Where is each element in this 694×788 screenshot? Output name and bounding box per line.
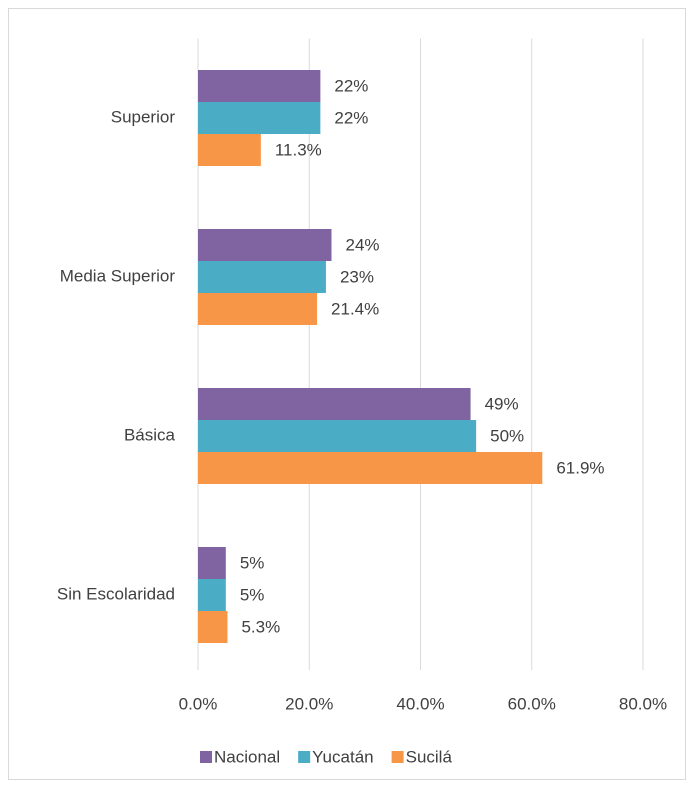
legend-swatch (391, 751, 404, 763)
legend-swatch (298, 751, 311, 763)
value-label: 22% (334, 76, 368, 95)
bar (198, 452, 543, 484)
value-label: 49% (485, 394, 519, 413)
category-label: Superior (111, 107, 176, 126)
value-label: 22% (334, 108, 368, 127)
bar (198, 547, 226, 579)
bar (198, 134, 261, 166)
category-label: Sin Escolaridad (57, 584, 175, 603)
value-label: 5% (240, 553, 265, 572)
bar (198, 388, 471, 420)
bar (198, 70, 321, 102)
bar (198, 611, 228, 643)
bar (198, 102, 321, 134)
x-tick-label: 40.0% (396, 694, 444, 713)
bar (198, 579, 226, 611)
x-tick-label: 20.0% (285, 694, 333, 713)
value-label: 11.3% (275, 140, 322, 159)
legend-label: Yucatán (312, 747, 373, 766)
legend-label: Nacional (214, 747, 280, 766)
bar (198, 229, 332, 261)
bar (198, 293, 318, 325)
legend-label: Sucilá (406, 747, 453, 766)
value-label: 23% (340, 267, 374, 286)
value-label: 50% (490, 426, 524, 445)
value-label: 5% (240, 585, 265, 604)
category-label: Media Superior (60, 266, 176, 285)
category-label: Básica (124, 425, 176, 444)
x-tick-label: 60.0% (508, 694, 556, 713)
value-label: 21.4% (331, 299, 379, 318)
bar (198, 420, 477, 452)
value-label: 61.9% (556, 458, 604, 477)
bar (198, 261, 326, 293)
legend-swatch (200, 751, 212, 763)
value-label: 24% (346, 235, 380, 254)
x-tick-label: 80.0% (619, 694, 667, 713)
value-label: 5.3% (241, 617, 280, 636)
x-tick-label: 0.0% (179, 694, 218, 713)
